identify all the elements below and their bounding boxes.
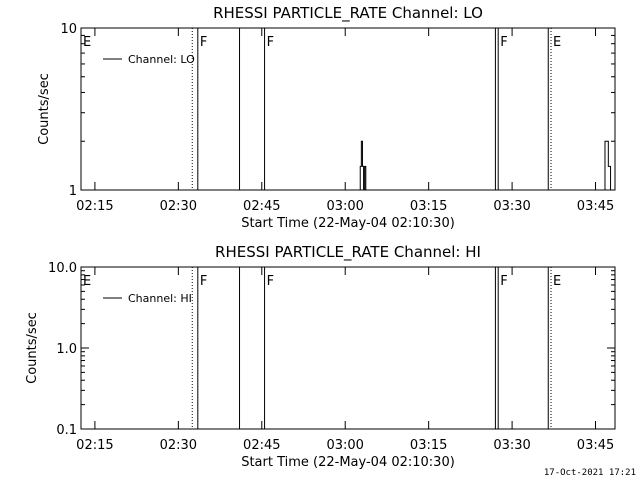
marker-label: F — [200, 274, 207, 289]
x-tick-label: 03:15 — [410, 199, 447, 214]
x-tick-label: 02:15 — [76, 199, 113, 214]
y-tick-label: 1 — [69, 184, 77, 199]
marker-label: E — [553, 35, 561, 50]
y-tick-label: 1.0 — [56, 342, 77, 357]
chart-hi: RHESSI PARTICLE_RATE Channel: HI 02:15 02:… — [25, 243, 616, 470]
x-tick-label: 03:45 — [577, 199, 614, 214]
marker-label: E — [553, 274, 561, 289]
x-tick-label: 03:30 — [493, 438, 530, 453]
x-tick-label: 02:30 — [160, 438, 197, 453]
x-tick-label: 03:00 — [326, 199, 363, 214]
chart-title: RHESSI PARTICLE_RATE Channel: HI — [215, 243, 481, 262]
x-axis-label: Start Time (22-May-04 02:10:30) — [241, 455, 455, 470]
x-tick-label: 03:15 — [410, 438, 447, 453]
y-axis-label: Counts/sec — [25, 312, 40, 384]
x-tick-label: 03:45 — [577, 438, 614, 453]
x-tick-label: 02:15 — [76, 438, 113, 453]
footer-timestamp: 17-Oct-2021 17:21 — [544, 468, 636, 478]
x-tick-label: 03:00 — [326, 438, 363, 453]
x-axis-label: Start Time (22-May-04 02:10:30) — [241, 216, 455, 231]
y-tick-label: 0.1 — [56, 423, 77, 438]
legend-label: Channel: LO — [128, 53, 195, 66]
x-tick-label: 02:30 — [160, 199, 197, 214]
marker-label: F — [267, 274, 274, 289]
marker-label: F — [200, 35, 207, 50]
series-line — [359, 140, 612, 191]
x-tick-label: 02:45 — [243, 438, 280, 453]
marker-label: F — [500, 274, 507, 289]
chart-lo: RHESSI PARTICLE_RATE Channel: LO 02:15 02:… — [37, 4, 616, 231]
x-tick-label: 02:45 — [243, 199, 280, 214]
marker-label: F — [267, 35, 274, 50]
y-axis-label: Counts/sec — [37, 73, 52, 145]
marker-label: E — [83, 274, 91, 289]
marker-label: E — [83, 35, 91, 50]
y-tick-label: 10.0 — [48, 261, 77, 276]
x-tick-label: 03:30 — [493, 199, 530, 214]
marker-label: F — [500, 35, 507, 50]
legend-label: Channel: HI — [128, 292, 192, 305]
y-tick-label: 10 — [60, 22, 77, 37]
chart-title: RHESSI PARTICLE_RATE Channel: LO — [213, 4, 483, 23]
